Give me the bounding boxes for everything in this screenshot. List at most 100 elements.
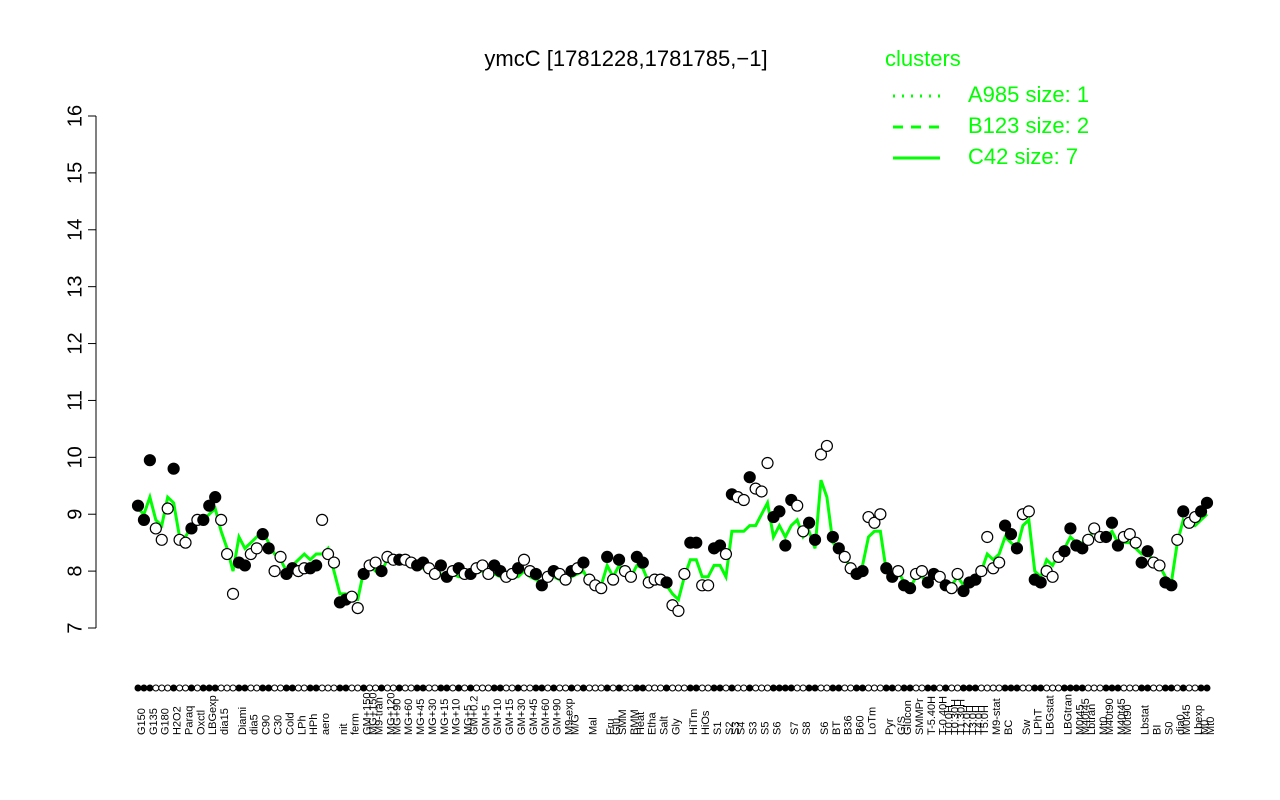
data-point [476, 559, 489, 572]
rug-point [960, 684, 968, 692]
x-tick-label: Oxctl [195, 710, 207, 735]
rug-point [431, 684, 439, 692]
rug-point [633, 684, 641, 692]
x-tick-label: M40t45 [1116, 698, 1128, 735]
rug-point [1078, 684, 1086, 692]
x-tick-label: GM+30 [516, 699, 528, 735]
x-tick-label: GM+0.2 [468, 696, 480, 735]
data-point [167, 462, 180, 475]
rug-point [164, 684, 172, 692]
x-tick-label: G150 [136, 708, 148, 735]
rug-point [954, 684, 962, 692]
rug-point [924, 684, 932, 692]
data-point [274, 550, 287, 563]
rug-point [585, 684, 593, 692]
rug-point [199, 684, 207, 692]
rug-point [300, 684, 308, 692]
rug-point [781, 684, 789, 692]
rug-point [1037, 684, 1045, 692]
rug-point [1114, 684, 1122, 692]
rug-point [829, 684, 837, 692]
rug-point [1191, 684, 1199, 692]
rug-point [193, 684, 201, 692]
x-tick-label: M0t90 [1122, 704, 1134, 735]
rug-point [971, 684, 979, 692]
rug-point [223, 684, 231, 692]
rug-point [217, 684, 225, 692]
rug-point [330, 684, 338, 692]
x-tick-label: HPh [308, 714, 320, 735]
data-point [161, 502, 174, 515]
rug-point [983, 684, 991, 692]
data-point [197, 513, 210, 527]
x-tick-label: T0.0H [944, 705, 956, 735]
rug-point [176, 684, 184, 692]
x-tick-label: M0 [1199, 720, 1211, 735]
rug-point [900, 684, 908, 692]
rug-point [1150, 684, 1158, 692]
rug-point [288, 684, 296, 692]
x-tick-label: S6 [771, 722, 783, 735]
rug-point [1197, 684, 1205, 692]
rug-point [847, 684, 855, 692]
x-tick-label: M0t45 [1074, 704, 1086, 735]
data-point [1088, 522, 1101, 535]
x-tick-label: Sw [1021, 720, 1033, 735]
data-point [131, 499, 145, 512]
rug-point [187, 684, 195, 692]
data-point [951, 567, 964, 581]
rug-point [241, 684, 249, 692]
data-point [137, 513, 151, 527]
data-point [1194, 505, 1208, 518]
x-tick-label: GM+10 [492, 699, 504, 735]
data-point [607, 573, 620, 586]
x-tick-label: T3.0H [967, 705, 979, 735]
x-tick-label: Heat [635, 712, 647, 735]
rug-point [205, 684, 213, 692]
x-tick-label: MG+10 [451, 699, 463, 735]
rug-point [859, 684, 867, 692]
rug-point [1013, 684, 1021, 692]
rug-point [134, 684, 142, 692]
data-point [1022, 505, 1035, 518]
data-point [791, 499, 804, 512]
x-tick-label: C30 [273, 715, 285, 735]
rug-point [478, 684, 486, 692]
rug-point [1179, 684, 1187, 692]
data-point [1177, 505, 1190, 518]
rug-point [1049, 684, 1057, 692]
x-tick-label: T1.30H [955, 699, 967, 735]
data-point [1004, 528, 1018, 541]
rug-point [686, 684, 694, 692]
data-point [155, 533, 168, 546]
rug-point [182, 684, 190, 692]
data-point [268, 565, 281, 578]
x-tick-label: T2.0H [961, 705, 973, 735]
rug-point [1126, 684, 1134, 692]
data-point [482, 567, 495, 581]
rug-point [1144, 684, 1152, 692]
x-tick-label: MG+150 [368, 693, 380, 736]
x-tick-label: S3 [730, 722, 742, 735]
x-tick-label: M9-stat [991, 698, 1003, 735]
rug-point [657, 684, 665, 692]
data-point [357, 567, 370, 581]
y-tick-label: 10 [64, 446, 86, 468]
rug-point [383, 684, 391, 692]
rug-point [1043, 684, 1051, 692]
data-point [779, 539, 792, 552]
x-tick-label: C90 [261, 715, 273, 735]
data-point [773, 505, 786, 518]
x-tick-label: BMM [629, 709, 641, 735]
legend-label: C42 size: 7 [968, 144, 1078, 169]
rug-point [989, 684, 997, 692]
rug-point [817, 684, 825, 692]
rug-point [579, 684, 587, 692]
rug-point [912, 684, 920, 692]
legend-title: clusters [885, 46, 961, 71]
x-tick-label: MG+45 [415, 699, 427, 735]
rug-point [229, 684, 237, 692]
rug-point [615, 684, 623, 692]
x-tick-label: BC [1003, 720, 1015, 735]
data-point [369, 556, 382, 569]
